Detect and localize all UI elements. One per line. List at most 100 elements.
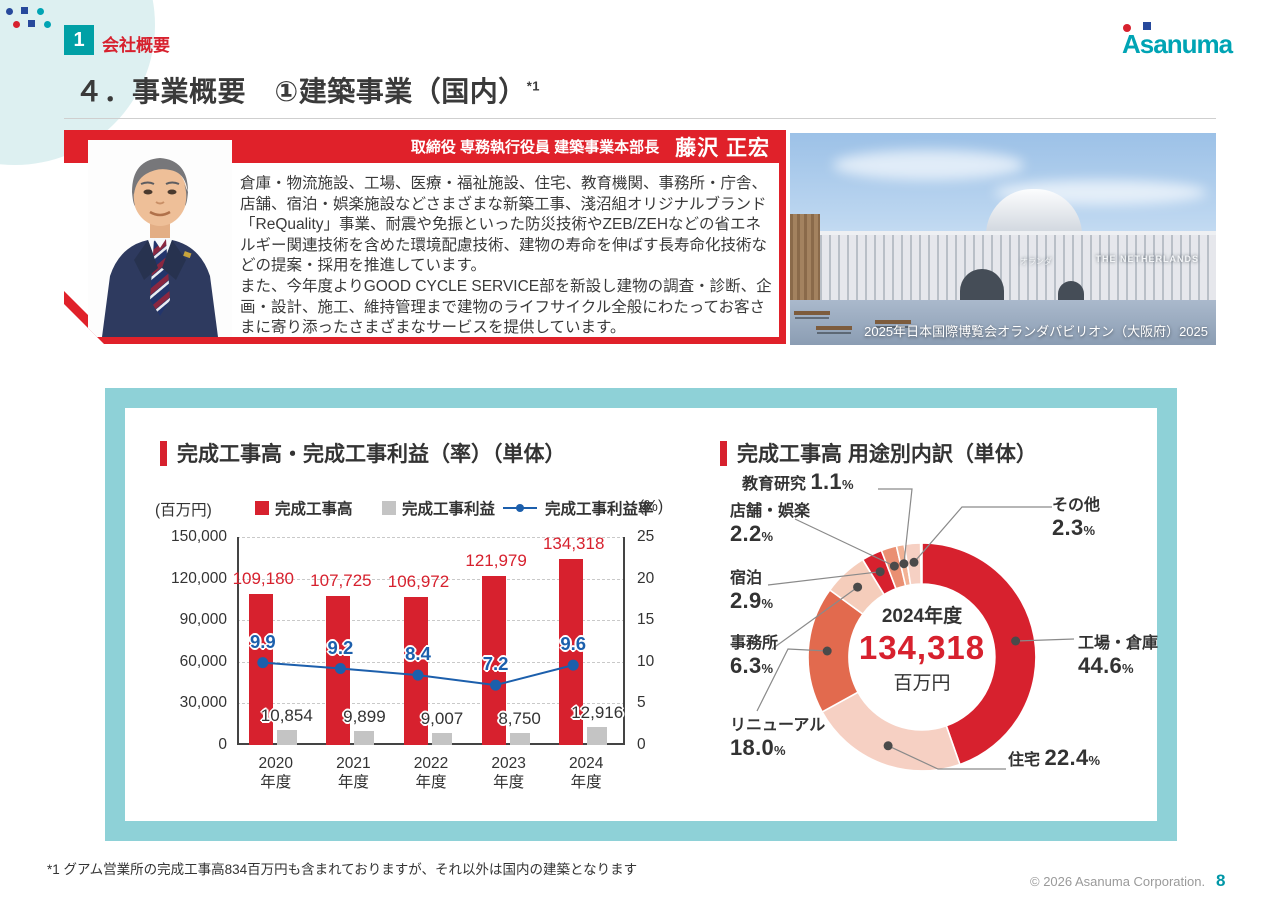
segment-name: 店舗・娯楽	[730, 503, 811, 520]
segment-value: 2.2	[730, 521, 762, 546]
photo-entrance-arch	[960, 268, 1005, 307]
gridline	[237, 661, 625, 663]
percent-sign: %	[761, 596, 774, 611]
x-label-year: 2022	[413, 755, 449, 772]
donut-label-店舗・娯楽: 店舗・娯楽 2.2%	[730, 497, 810, 547]
segment-name: 事務所	[730, 635, 779, 652]
bar-sales	[559, 558, 584, 745]
photo-plaza-ground	[790, 300, 1216, 345]
gridline	[237, 620, 625, 622]
segment-name-row: 事務所	[730, 629, 778, 653]
leader-dot-icon	[889, 561, 899, 571]
decor-dot-teal2-icon	[44, 21, 51, 28]
donut-label-工場・倉庫: 工場・倉庫 44.6%	[1078, 629, 1158, 679]
bar-sales-value: 109,180	[232, 568, 295, 588]
x-axis-label: 2021 年度	[318, 754, 388, 793]
bar-profit	[432, 732, 452, 745]
donut-label-住宅: 住宅 22.4%	[1008, 745, 1100, 771]
x-axis-label: 2023 年度	[474, 754, 544, 793]
y-axis-tick-left: 0	[218, 736, 227, 753]
plot-axes	[237, 537, 625, 745]
segment-value: 6.3	[730, 653, 762, 678]
y-axis-tick-left: 60,000	[179, 652, 227, 670]
segment-value: 18.0	[730, 735, 775, 760]
percent-sign: %	[761, 661, 774, 676]
segment-value-row: 2.2%	[730, 521, 810, 547]
donut-chart-title-text: 完成工事高 用途別内訳（単体）	[737, 443, 1037, 466]
title-red-bar-icon	[160, 440, 167, 466]
segment-name-row: 工場・倉庫	[1078, 629, 1158, 653]
percent-sign: %	[1122, 661, 1134, 676]
page-title: ４．事業概要 ①建築事業（国内）*1	[75, 70, 540, 110]
y-axis-tick-right: 20	[637, 569, 655, 587]
segment-value-row: 2.9%	[730, 588, 773, 614]
segment-value-row: 2.3%	[1052, 515, 1100, 541]
line-point-icon	[412, 669, 424, 681]
section-number-badge: 1	[64, 25, 94, 55]
cloud-icon	[832, 149, 1025, 180]
donut-center-label: 2024年度 134,318 百万円	[832, 601, 1012, 695]
title-divider	[64, 118, 1216, 119]
center-value: 134,318	[858, 629, 986, 666]
percent-sign: %	[1088, 753, 1101, 768]
segment-name: 教育研究	[742, 476, 807, 493]
building-sign2-text: オランダ	[1020, 256, 1053, 266]
profit-rate-value: 7.2	[482, 653, 509, 675]
segment-value-row: 6.3%	[730, 653, 778, 679]
x-label-suffix: 年度	[493, 774, 525, 792]
segment-name: リニューアル	[730, 717, 826, 734]
segment-value: 22.4	[1044, 745, 1089, 770]
gridline	[237, 703, 625, 705]
photo-caption: 2025年日本国際博覧会オランダパビリオン（大阪府）2025	[864, 324, 1208, 339]
bar-sales	[248, 593, 273, 745]
profit-rate-value: 8.4	[405, 643, 431, 665]
legend-label-2: 完成工事利益	[402, 501, 496, 518]
bench-icon	[794, 311, 831, 316]
donut-segment-住宅	[821, 691, 961, 772]
logo-red-dot-icon	[1123, 24, 1131, 32]
x-label-year: 2021	[336, 755, 371, 772]
decor-dot-navy-icon	[6, 8, 13, 15]
x-axis-label: 2022 年度	[396, 754, 466, 793]
logo-wordmark: Asanuma	[1122, 29, 1233, 59]
segment-name: 工場・倉庫	[1078, 635, 1159, 652]
title-footnote-mark: *1	[526, 78, 541, 94]
donut-label-リニューアル: リニューアル 18.0%	[730, 711, 825, 761]
y-axis-tick-left: 120,000	[170, 569, 227, 587]
leader-dot-icon	[875, 567, 885, 577]
photo-building-facade	[819, 230, 1216, 311]
axis-unit-right: (%)	[639, 498, 664, 515]
bar-sales	[481, 575, 506, 745]
profit-rate-value: 9.2	[327, 636, 354, 658]
legend-label-1: 完成工事高	[275, 501, 353, 518]
page-number: 8	[1216, 871, 1226, 890]
percent-sign: %	[1083, 523, 1096, 538]
legend-swatch-2	[382, 501, 396, 515]
x-label-suffix: 年度	[415, 774, 447, 792]
bar-chart-title: 完成工事高・完成工事利益（率）（単体）	[160, 438, 566, 468]
page-title-text: ４．事業概要 ①建築事業（国内）	[75, 76, 527, 107]
percent-sign: %	[774, 743, 786, 758]
leader-line-工場・倉庫	[1015, 638, 1075, 642]
profit-rate-line-chart	[257, 657, 579, 691]
bench-icon	[875, 319, 912, 324]
executive-role: 取締役 専務執行役員 建築事業本部長	[410, 139, 660, 156]
y-axis-tick-right: 10	[637, 652, 655, 670]
x-label-year: 2023	[491, 755, 526, 772]
donut-chart-title: 完成工事高 用途別内訳（単体）	[720, 438, 1037, 468]
executive-banner: 取締役 専務執行役員 建築事業本部長 藤沢 正宏	[64, 130, 786, 344]
center-year: 2024年度	[881, 606, 963, 627]
bar-profit	[509, 732, 530, 745]
x-label-year: 2024	[568, 755, 604, 772]
executive-portrait-photo	[88, 140, 232, 337]
bar-sales-value: 134,318	[542, 533, 605, 553]
segment-value-row: 44.6%	[1078, 653, 1158, 679]
charts-panel: 完成工事高・完成工事利益（率）（単体） (百万円) (%) 完成工事高 完成工事利益 完成…	[125, 408, 1158, 821]
x-label-suffix: 年度	[337, 774, 369, 792]
y-axis-tick-right: 5	[637, 694, 646, 712]
decor-dot-teal-icon	[37, 8, 44, 15]
segment-value: 2.9	[730, 588, 762, 613]
leader-dot-icon	[822, 646, 832, 656]
leader-line-リニューアル	[756, 648, 828, 712]
segment-name: その他	[1052, 497, 1101, 514]
